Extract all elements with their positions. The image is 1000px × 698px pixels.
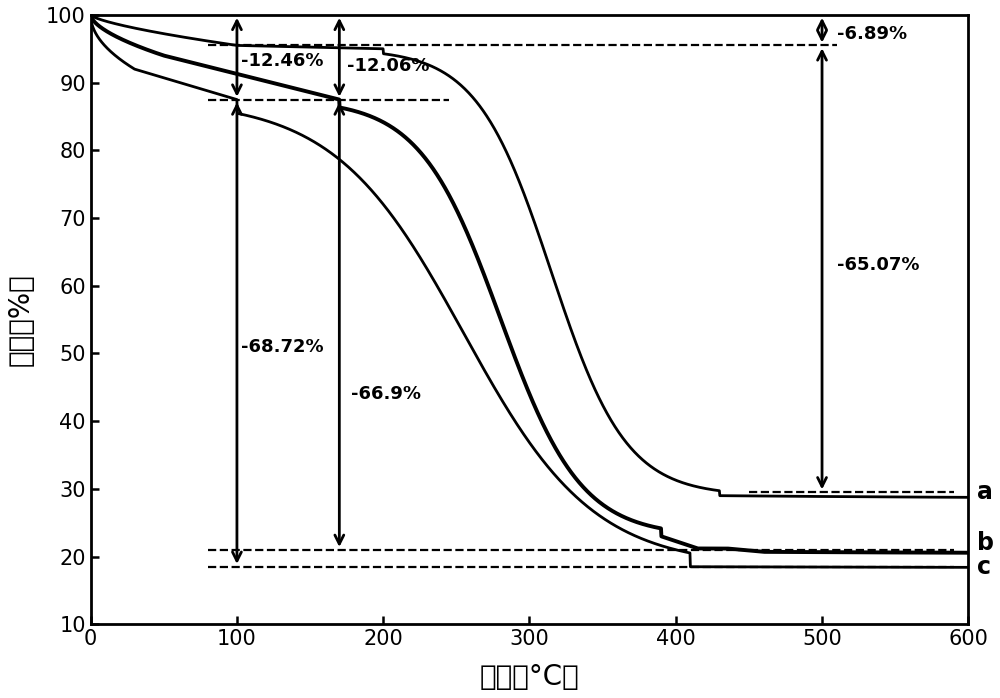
Y-axis label: 重量（%）: 重量（%） xyxy=(7,273,35,366)
Text: -12.46%: -12.46% xyxy=(241,52,324,70)
Text: -65.07%: -65.07% xyxy=(837,256,919,274)
Text: -12.06%: -12.06% xyxy=(347,57,429,75)
Text: -6.89%: -6.89% xyxy=(837,25,907,43)
Text: c: c xyxy=(977,555,991,579)
Text: -68.72%: -68.72% xyxy=(241,338,324,356)
Text: a: a xyxy=(977,480,993,504)
X-axis label: 温度（°C）: 温度（°C） xyxy=(480,663,579,691)
Text: -66.9%: -66.9% xyxy=(351,385,421,403)
Text: b: b xyxy=(977,531,994,555)
